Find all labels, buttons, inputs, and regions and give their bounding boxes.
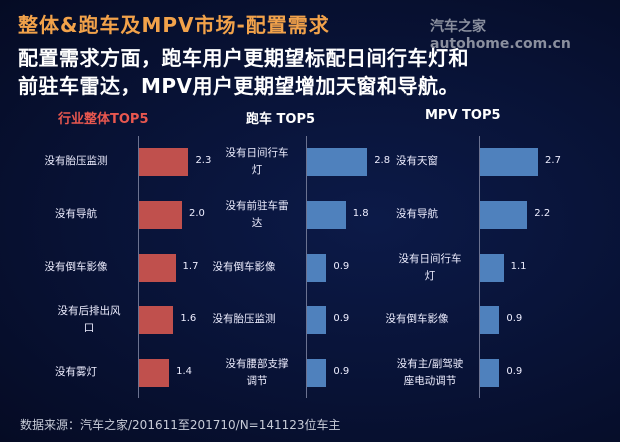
chart-title: 跑车 TOP5 [246,112,316,127]
category-label: 没有腰部支撑调节 [225,358,289,387]
category-label: 没有天窗 [396,155,438,167]
bar [480,306,500,334]
data-label: 1.1 [510,261,527,272]
category-label: 没有日间行车灯 [398,253,462,282]
category-label: 没有倒车影像 [212,261,276,273]
bar [307,201,346,229]
data-label: 1.7 [182,261,199,272]
chart-title: MPV TOP5 [425,108,501,123]
subtitle-line: 配置需求方面，跑车用户更期望标配日间行车灯和 [18,46,469,70]
bar [307,359,327,387]
category-label: 没有主/副驾驶座电动调节 [396,358,464,387]
bar [480,148,539,176]
bar [480,359,500,387]
data-source: 数据来源：汽车之家/201611至201710/N=141123位车主 [20,418,341,432]
bar [139,306,174,334]
bar [139,254,176,282]
chart-title: 行业整体TOP5 [58,112,149,127]
axis-line [138,136,139,398]
category-label: 没有倒车影像 [385,313,449,325]
chart-mpv-top5: MPV TOP5 没有天窗 2.7 没有导航 2.2 没有日间行车灯 1.1 没有倒车影像 0.… [0,108,620,398]
bar [307,148,368,176]
category-label: 没有胎压监测 [44,155,108,167]
data-label: 1.8 [352,208,369,219]
category-label: 没有雾灯 [55,366,97,378]
subtitle-line: 前驻车雷达，MPV用户更期望增加天窗和导航。 [18,74,460,98]
axis-line [306,136,307,398]
bar [480,254,504,282]
data-label: 1.4 [176,366,192,377]
chart-industry-top5: 行业整体TOP5 没有胎压监测 2.3 没有导航 2.0 没有倒车影像 1.7 没有后排出风口… [0,108,620,398]
category-label: 没有导航 [396,208,438,220]
slide-title: 整体&跑车及MPV市场-配置需求 [18,13,330,37]
bar [480,201,528,229]
category-label: 没有胎压监测 [212,313,276,325]
bar [307,306,327,334]
category-label: 没有导航 [55,208,97,220]
data-label: 2.8 [374,155,391,166]
category-label: 没有倒车影像 [44,261,108,273]
bar [139,359,170,387]
data-label: 0.9 [333,366,350,377]
axis-line [479,136,480,398]
category-label: 没有后排出风口 [57,305,121,334]
data-label: 0.9 [506,366,523,377]
category-label: 没有日间行车灯 [225,147,289,176]
category-label: 没有前驻车雷达 [225,200,289,229]
data-label: 2.2 [534,208,551,219]
data-label: 2.0 [189,208,205,219]
data-label: 2.3 [195,155,212,166]
slide-subtitle: 配置需求方面，跑车用户更期望标配日间行车灯和 前驻车雷达，MPV用户更期望增加天… [18,44,469,100]
bar [139,201,182,229]
data-label: 2.7 [545,155,561,166]
bar [139,148,189,176]
data-label: 0.9 [506,313,523,324]
data-label: 0.9 [333,261,350,272]
data-label: 0.9 [333,313,350,324]
watermark-logo: 汽车之家autohome.com.cn [430,19,571,52]
chart-sportscar-top5: 跑车 TOP5 没有日间行车灯 2.8 没有前驻车雷达 1.8 没有倒车影像 0.9 没有胎压… [0,108,620,398]
bar [307,254,327,282]
data-label: 1.6 [180,313,197,324]
